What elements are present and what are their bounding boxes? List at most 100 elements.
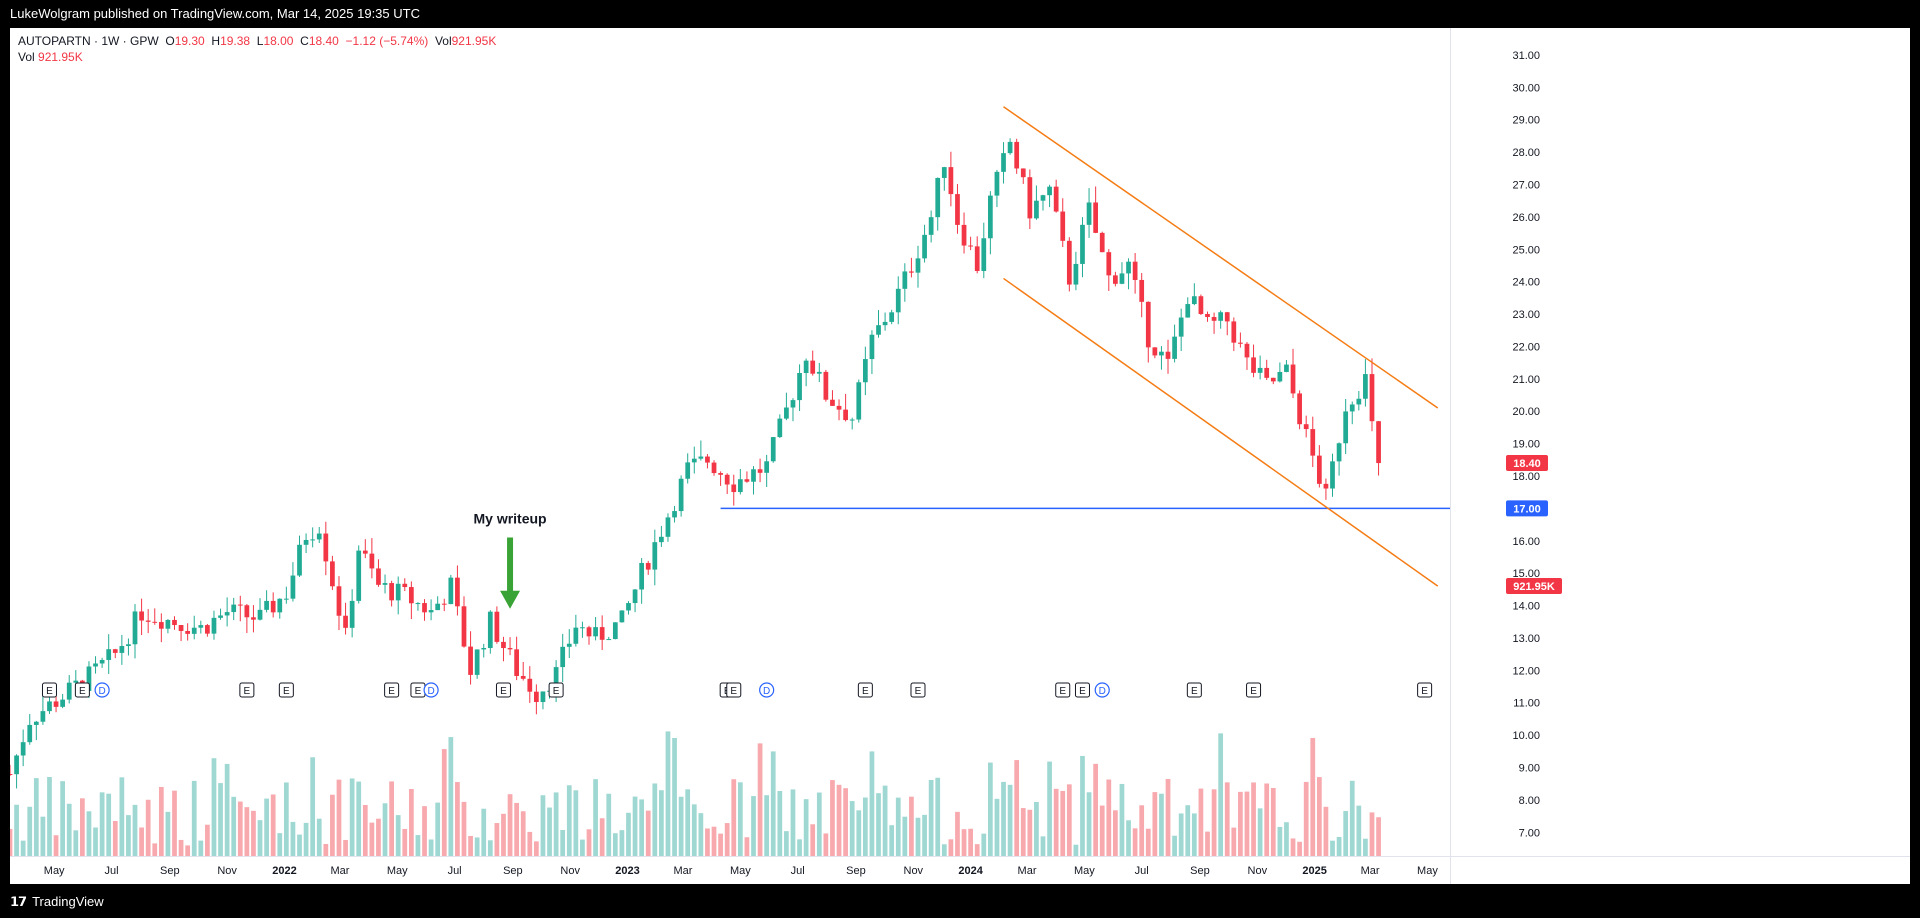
price-tick-label: 10.00 (1512, 730, 1540, 742)
earnings-event-icon: E (1055, 682, 1071, 698)
time-tick-label: May (44, 865, 65, 877)
time-tick-label: Jul (1135, 865, 1149, 877)
candle-body (172, 619, 177, 626)
candle-2025-01-27 (1336, 442, 1342, 476)
candle-body (330, 561, 335, 587)
candle-body (573, 627, 579, 644)
volume-badge-bg (1506, 578, 1562, 594)
candle-2021-10-18 (211, 610, 217, 640)
candle-2022-03-07 (343, 602, 348, 635)
volume-bar (481, 808, 487, 856)
candle-body (1159, 351, 1164, 356)
volume-bar (1113, 810, 1118, 856)
candle-body (362, 550, 368, 554)
candle-2021-05-17 (66, 675, 72, 704)
candle-2023-02-06 (659, 525, 664, 547)
tradingview-logo-icon[interactable]: 𝟭𝟳 (10, 894, 27, 909)
price-tick-label: 29.00 (1512, 115, 1540, 127)
candle-body (1093, 202, 1099, 233)
time-tick-label: Jul (448, 865, 462, 877)
volume-bar (126, 815, 131, 856)
candle-body (665, 517, 671, 537)
volume-bar (205, 824, 210, 856)
candle-body (237, 604, 243, 606)
candle-2022-06-13 (435, 596, 441, 611)
volume-bar (718, 833, 723, 856)
volume-bar (1330, 840, 1335, 856)
candle-2023-06-05 (770, 436, 776, 463)
candle-2024-12-23 (1303, 415, 1309, 438)
chart-panel[interactable]: 7.00 8.00 9.00 10.00 11.00 12.00 13.00 14.00 15.… (10, 28, 1910, 884)
volume-bar (343, 839, 348, 856)
candle-body (1277, 371, 1283, 382)
volume-bar (1257, 808, 1263, 856)
volume-bar (1211, 789, 1217, 856)
support-price-badge-text: 17.00 (1513, 503, 1541, 515)
candle-body (731, 484, 737, 493)
candle-body (395, 583, 401, 601)
volume-bar (1159, 793, 1164, 856)
volume-bar (830, 780, 835, 856)
candle-2021-06-28 (106, 634, 112, 674)
svg-text:D: D (427, 686, 434, 697)
candle-2023-05-15 (751, 466, 756, 495)
volume-bar (1073, 844, 1079, 856)
candle-body (251, 617, 256, 620)
candle-2021-08-30 (165, 619, 171, 634)
candle-body (86, 666, 92, 691)
footer-brand[interactable]: TradingView (32, 894, 104, 909)
candle-body (1205, 313, 1210, 318)
volume-bar (757, 743, 763, 856)
candle-2024-09-09 (1205, 311, 1210, 322)
volume-bar (790, 789, 796, 856)
candle-body (257, 609, 263, 620)
candle-body (297, 544, 302, 576)
candle-body (1113, 275, 1118, 284)
candle-2022-09-12 (520, 661, 526, 681)
candle-body (1185, 304, 1191, 318)
volume-bar (158, 786, 164, 856)
candle-body (632, 589, 638, 604)
earnings-event-icon: E (1417, 682, 1433, 698)
chart-svg[interactable]: 7.00 8.00 9.00 10.00 11.00 12.00 13.00 14.00 15.… (10, 28, 1910, 884)
candle-2021-04-19 (40, 695, 46, 725)
volume-bar (882, 785, 888, 856)
candle-2021-06-14 (93, 656, 98, 674)
candle-body (1060, 211, 1066, 241)
svg-text:E: E (244, 686, 251, 697)
candle-body (303, 539, 309, 545)
volume-bar (1027, 809, 1033, 856)
candle-2025-01-20 (1330, 453, 1335, 497)
volume-bar (639, 799, 645, 856)
candle-2024-07-15 (1152, 347, 1158, 359)
volume-bar (185, 845, 191, 856)
candle-body (27, 724, 33, 743)
candle-2022-03-28 (362, 539, 368, 559)
candle-body (823, 371, 829, 400)
volume-bar (961, 829, 967, 856)
price-tick-label: 28.00 (1512, 147, 1540, 159)
candle-body (1001, 153, 1006, 172)
volume-bar (112, 820, 118, 856)
candle-2024-10-14 (1238, 332, 1243, 348)
candle-body (1027, 177, 1033, 219)
candle-2023-09-11 (862, 346, 868, 396)
volume-bar (14, 804, 19, 856)
candle-body (566, 643, 572, 647)
earnings-event-icon: E (548, 682, 564, 698)
volume-bar (737, 782, 743, 856)
candle-2022-08-29 (507, 637, 513, 656)
candle-2023-01-23 (645, 560, 651, 575)
volume-bar (80, 798, 85, 856)
candle-body (198, 625, 204, 628)
volume-bar (1218, 733, 1224, 856)
ohlc-line: AUTOPARTN · 1W · GPW O19.30 H19.38 L18.0… (18, 34, 496, 48)
candle-2022-06-06 (428, 599, 434, 621)
volume-bar (1363, 838, 1368, 856)
volume-bar (566, 785, 572, 856)
candle-2024-06-10 (1119, 262, 1125, 285)
time-tick-label: Nov (560, 865, 580, 877)
price-tick-label: 31.00 (1512, 50, 1540, 62)
time-tick-label: Nov (1248, 865, 1268, 877)
svg-text:E: E (1191, 686, 1198, 697)
